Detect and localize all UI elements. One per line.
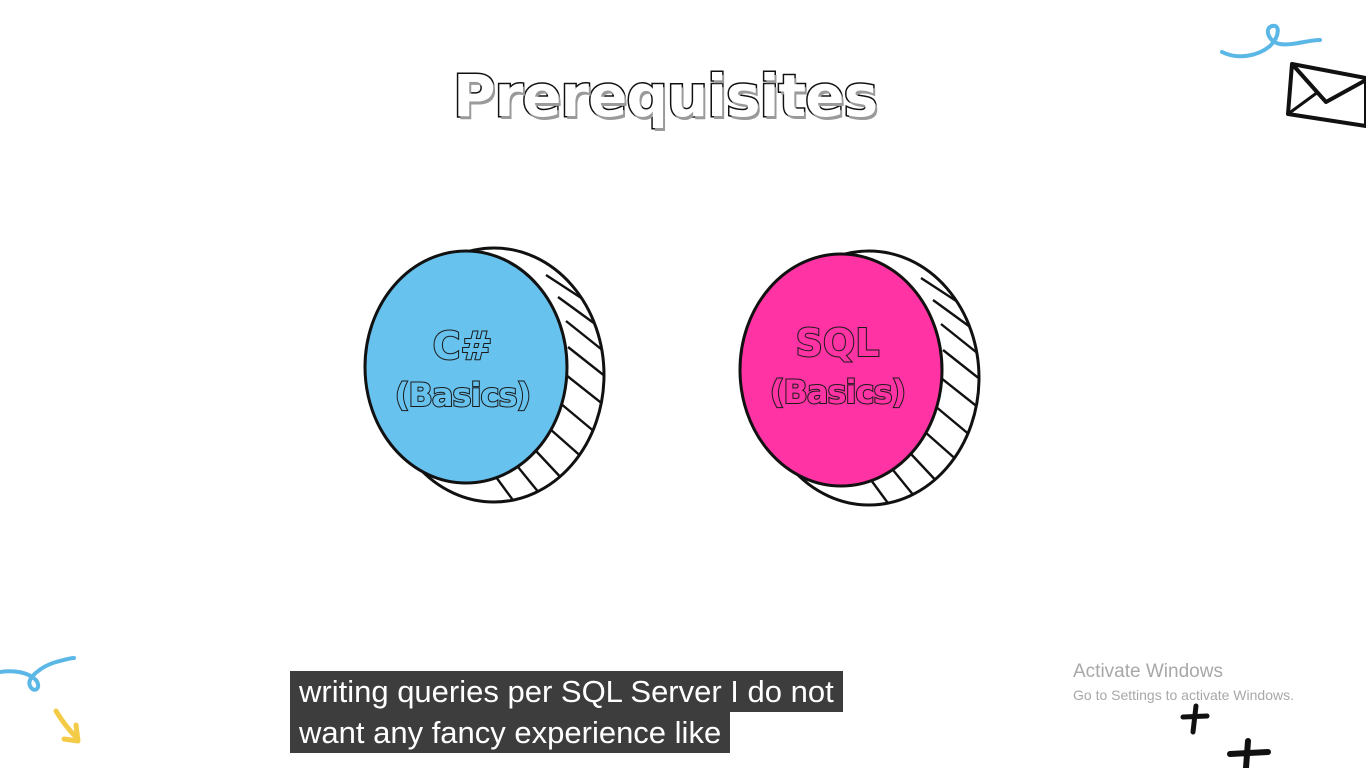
- squiggle-doodle-top: [1220, 23, 1322, 59]
- arrow-doodle: [53, 708, 81, 744]
- coin-graphic: [738, 249, 981, 507]
- coin-label-line1: SQL: [795, 321, 881, 365]
- coin-label-line1: C#: [432, 324, 494, 368]
- sql-coin: SQL (Basics): [735, 248, 985, 513]
- watermark-subtitle: Go to Settings to activate Windows.: [1073, 687, 1294, 703]
- watermark-title: Activate Windows: [1073, 661, 1223, 682]
- plus-doodle: [1227, 738, 1271, 768]
- subtitle-line1: writing queries per SQL Server I do not: [290, 671, 843, 712]
- slide-title: Prerequisites: [451, 61, 879, 132]
- coin-label: SQL (Basics): [735, 321, 940, 411]
- coin-graphic: [363, 246, 606, 504]
- coin-label-line2: (Basics): [394, 376, 532, 414]
- subtitle-caption: writing queries per SQL Server I do not …: [290, 671, 843, 753]
- squiggle-doodle-left: [0, 656, 76, 692]
- subtitle-line2: want any fancy experience like: [290, 712, 731, 753]
- envelope-icon: [1286, 62, 1366, 128]
- activate-windows-watermark: Activate Windows Go to Settings to activ…: [1073, 661, 1294, 705]
- plus-doodle: [1180, 703, 1210, 735]
- csharp-coin: C# (Basics): [360, 245, 610, 510]
- coin-label: C# (Basics): [360, 324, 565, 414]
- coin-label-line2: (Basics): [769, 373, 907, 411]
